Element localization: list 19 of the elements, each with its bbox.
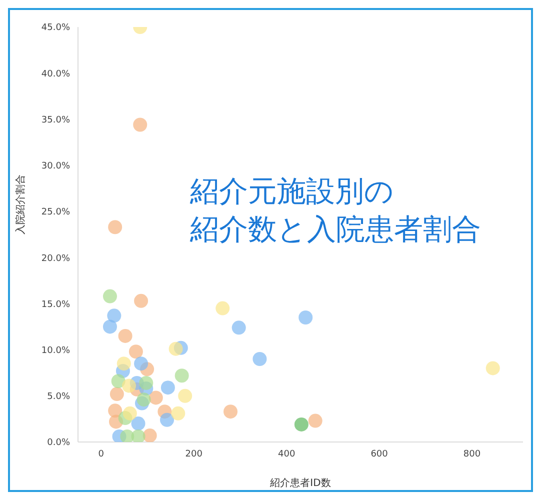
y-tick-label: 25.0% xyxy=(41,208,70,218)
text: 紹介元施設別の xyxy=(190,173,395,210)
x-tick-label: 800 xyxy=(463,449,481,460)
y-tick-label: 45.0% xyxy=(41,23,70,34)
y-tick-label: 30.0% xyxy=(41,162,70,172)
y-tick-label: 35.0% xyxy=(41,115,70,126)
y-tick-label: 40.0% xyxy=(41,69,70,80)
x-tick-label: 400 xyxy=(278,449,296,460)
x-axis-title: 紹介患者ID数 xyxy=(269,477,331,489)
x-tick-label: 600 xyxy=(370,449,388,460)
y-tick-label: 5.0% xyxy=(47,392,70,402)
y-tick-label: 0.0% xyxy=(47,438,70,448)
x-tick-label: 0 xyxy=(98,449,104,460)
y-tick-label: 10.0% xyxy=(41,346,70,356)
y-tick-label: 15.0% xyxy=(41,300,70,310)
y-axis-title: 入院紹介割合 xyxy=(14,174,27,234)
y-tick-label: 20.0% xyxy=(41,254,70,264)
x-tick-label: 200 xyxy=(185,449,203,460)
text: 紹介数と入院患者割合 xyxy=(190,211,481,248)
